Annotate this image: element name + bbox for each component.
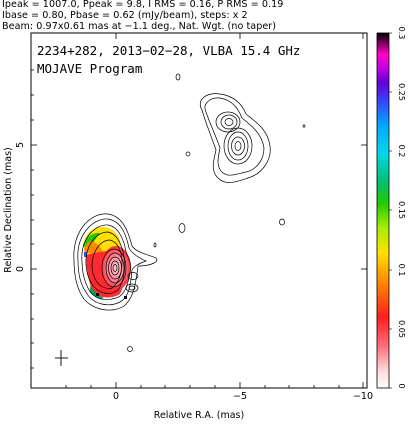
colorbar-tick-label-1: 0.25 <box>397 83 406 101</box>
colorbar-tick-label-6: 0 <box>397 383 406 388</box>
polarization-pixel-dark <box>96 293 99 296</box>
core-contours <box>73 213 158 311</box>
beam-cross <box>55 350 68 366</box>
colorbar-tick-label-3: 0.15 <box>397 201 406 219</box>
colorbar-tick-label-4: 0.1 <box>397 264 406 277</box>
header-line-2: Ibase = 0.80, Pbase = 0.62 (mJy/beam), s… <box>2 10 248 21</box>
colorbar-ticks <box>389 32 392 389</box>
polarization-patch-orange <box>84 241 103 254</box>
x-tick-label-0: 0 <box>113 391 119 402</box>
polarization-pixel-blue <box>84 252 87 257</box>
core-side-contours <box>125 272 139 293</box>
axis-ticks <box>31 33 367 388</box>
colorbar-tick-label-2: 0.2 <box>397 145 406 158</box>
x-tick-label-2: −10 <box>353 391 373 402</box>
colorbar-tick-label-5: 0.05 <box>397 320 406 338</box>
plot-subtitle: MOJAVE Program <box>37 61 142 76</box>
jet-component-contours <box>199 93 271 183</box>
y-tick-label-0: 5 <box>15 142 26 148</box>
polarization-pixel-dark-2 <box>124 296 127 299</box>
image-content <box>55 73 306 366</box>
header-line-3: Beam: 0.97x0.61 mas at −1.1 deg., Nat. W… <box>2 21 277 32</box>
header-line-1: Ipeak = 1007.0, Ppeak = 9.8, I RMS = 0.1… <box>2 0 284 10</box>
y-axis-label: Relative Declination (mas) <box>3 147 14 273</box>
plot-frame <box>30 32 368 389</box>
noise-contours <box>127 73 306 352</box>
colorbar <box>376 32 390 389</box>
x-tick-label-1: −5 <box>233 391 247 402</box>
y-tick-label-1: 0 <box>15 266 26 272</box>
colorbar-tick-label-0: 0.3 <box>397 27 406 40</box>
x-axis-label: Relative R.A. (mas) <box>154 410 244 421</box>
plot-title: 2234+282, 2013−02−28, VLBA 15.4 GHz <box>37 43 300 58</box>
polarization-patch-teal <box>90 286 104 299</box>
